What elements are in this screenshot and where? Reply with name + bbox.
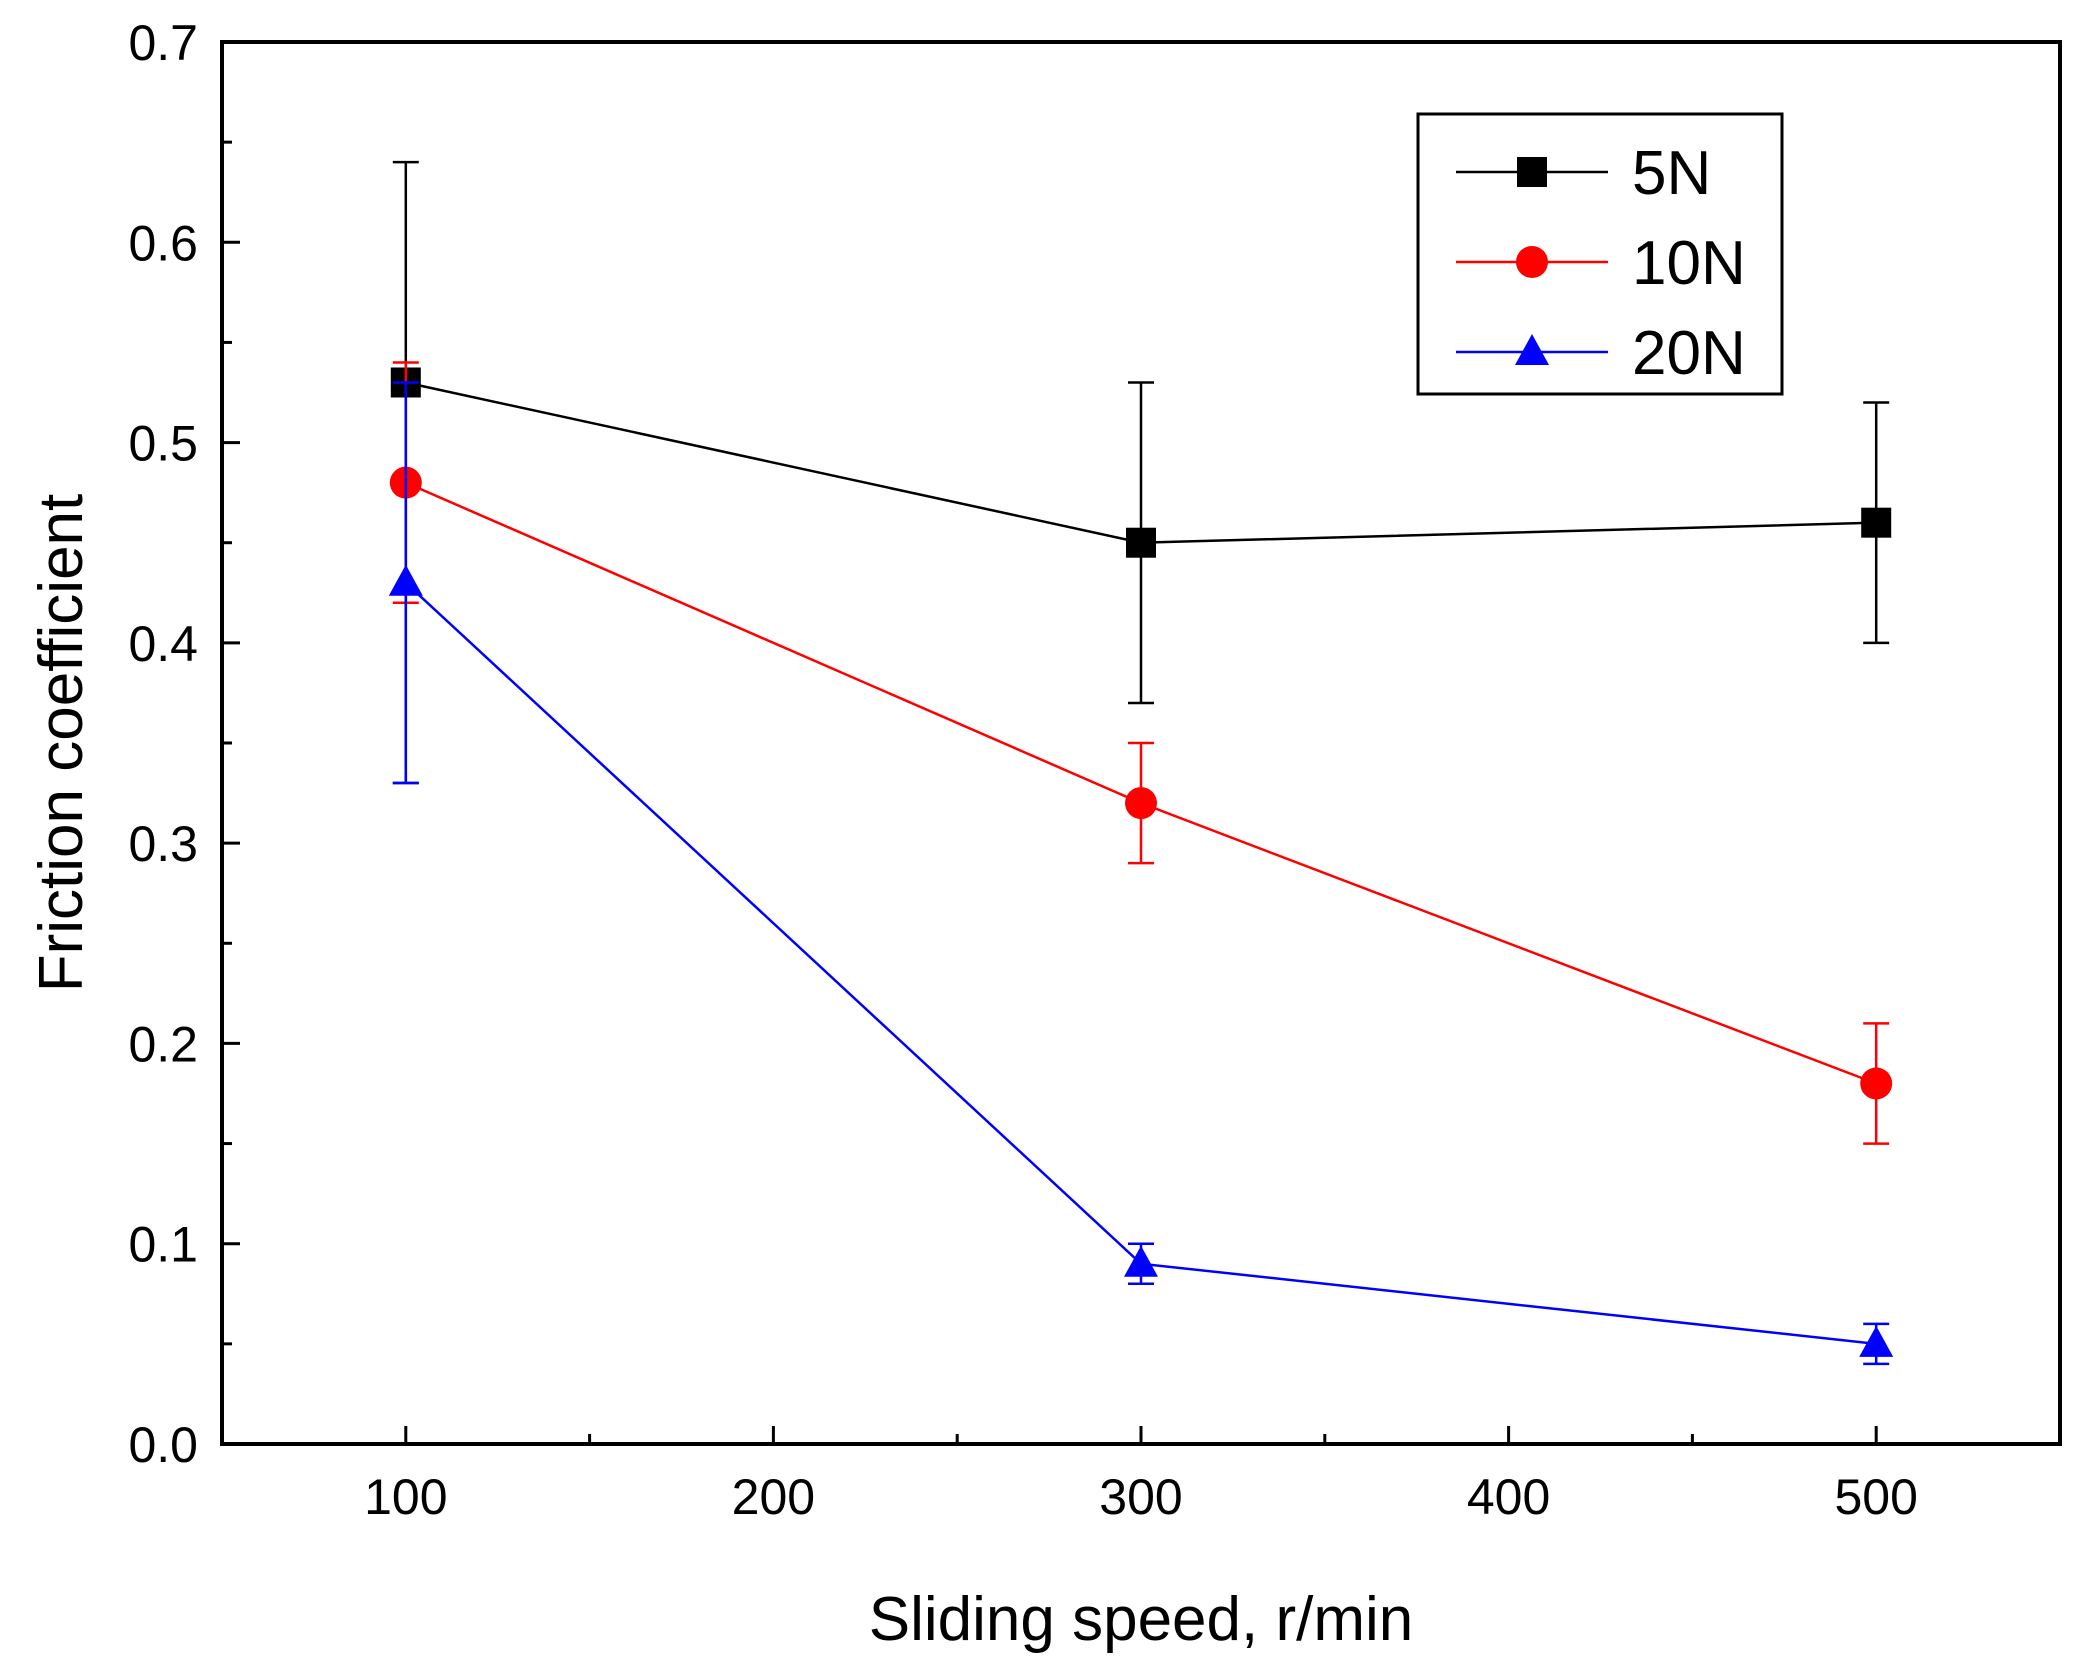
y-axis-title: Friction coefficient: [27, 494, 96, 993]
series-10n: [389, 361, 1893, 1145]
tick-labels: 100 200 300 400 500 0.0 0.1 0.2 0.3 0.4 0.5 0.6 0.7: [128, 15, 1917, 1525]
data-point: [1124, 1245, 1158, 1277]
data-point: [388, 564, 423, 596]
y-tick-label: 0.0: [128, 1417, 198, 1473]
x-tick-label: 100: [364, 1469, 447, 1525]
legend-item-10n: 10N: [1456, 229, 1746, 298]
series-5n: [390, 160, 1892, 785]
legend-marker: [1515, 334, 1549, 365]
legend-label: 5N: [1632, 139, 1711, 208]
y-tick-label: 0.7: [128, 15, 198, 71]
plot-frame: [220, 40, 2062, 1446]
series-layer: [388, 160, 1894, 1366]
legend-marker: [1517, 157, 1547, 187]
y-tick-label: 0.3: [128, 816, 198, 872]
x-tick-label: 200: [732, 1469, 815, 1525]
data-point: [1125, 787, 1157, 820]
y-tick-label: 0.2: [128, 1016, 198, 1072]
data-point: [1861, 507, 1892, 538]
x-tick-label: 300: [1099, 1469, 1182, 1525]
legend-box: [1416, 112, 1784, 396]
x-tick-label: 500: [1834, 1469, 1917, 1525]
legend: 5N 10N 20N: [1416, 112, 1784, 396]
series-20n: [388, 381, 1894, 1366]
y-tick-label: 0.6: [128, 215, 198, 271]
y-tick-label: 0.4: [128, 616, 198, 672]
data-point: [1860, 1067, 1893, 1100]
legend-item-20n: 20N: [1456, 319, 1746, 388]
data-point: [1126, 527, 1156, 558]
y-tick-label: 0.1: [128, 1217, 198, 1273]
legend-label: 20N: [1632, 319, 1746, 388]
x-tick-label: 400: [1467, 1469, 1550, 1525]
legend-marker: [1516, 246, 1548, 278]
x-axis-title: Sliding speed, r/min: [869, 1585, 1414, 1654]
legend-label: 10N: [1632, 229, 1746, 298]
y-tick-label: 0.5: [128, 416, 198, 472]
data-point: [1859, 1325, 1894, 1357]
legend-item-5n: 5N: [1456, 139, 1711, 208]
